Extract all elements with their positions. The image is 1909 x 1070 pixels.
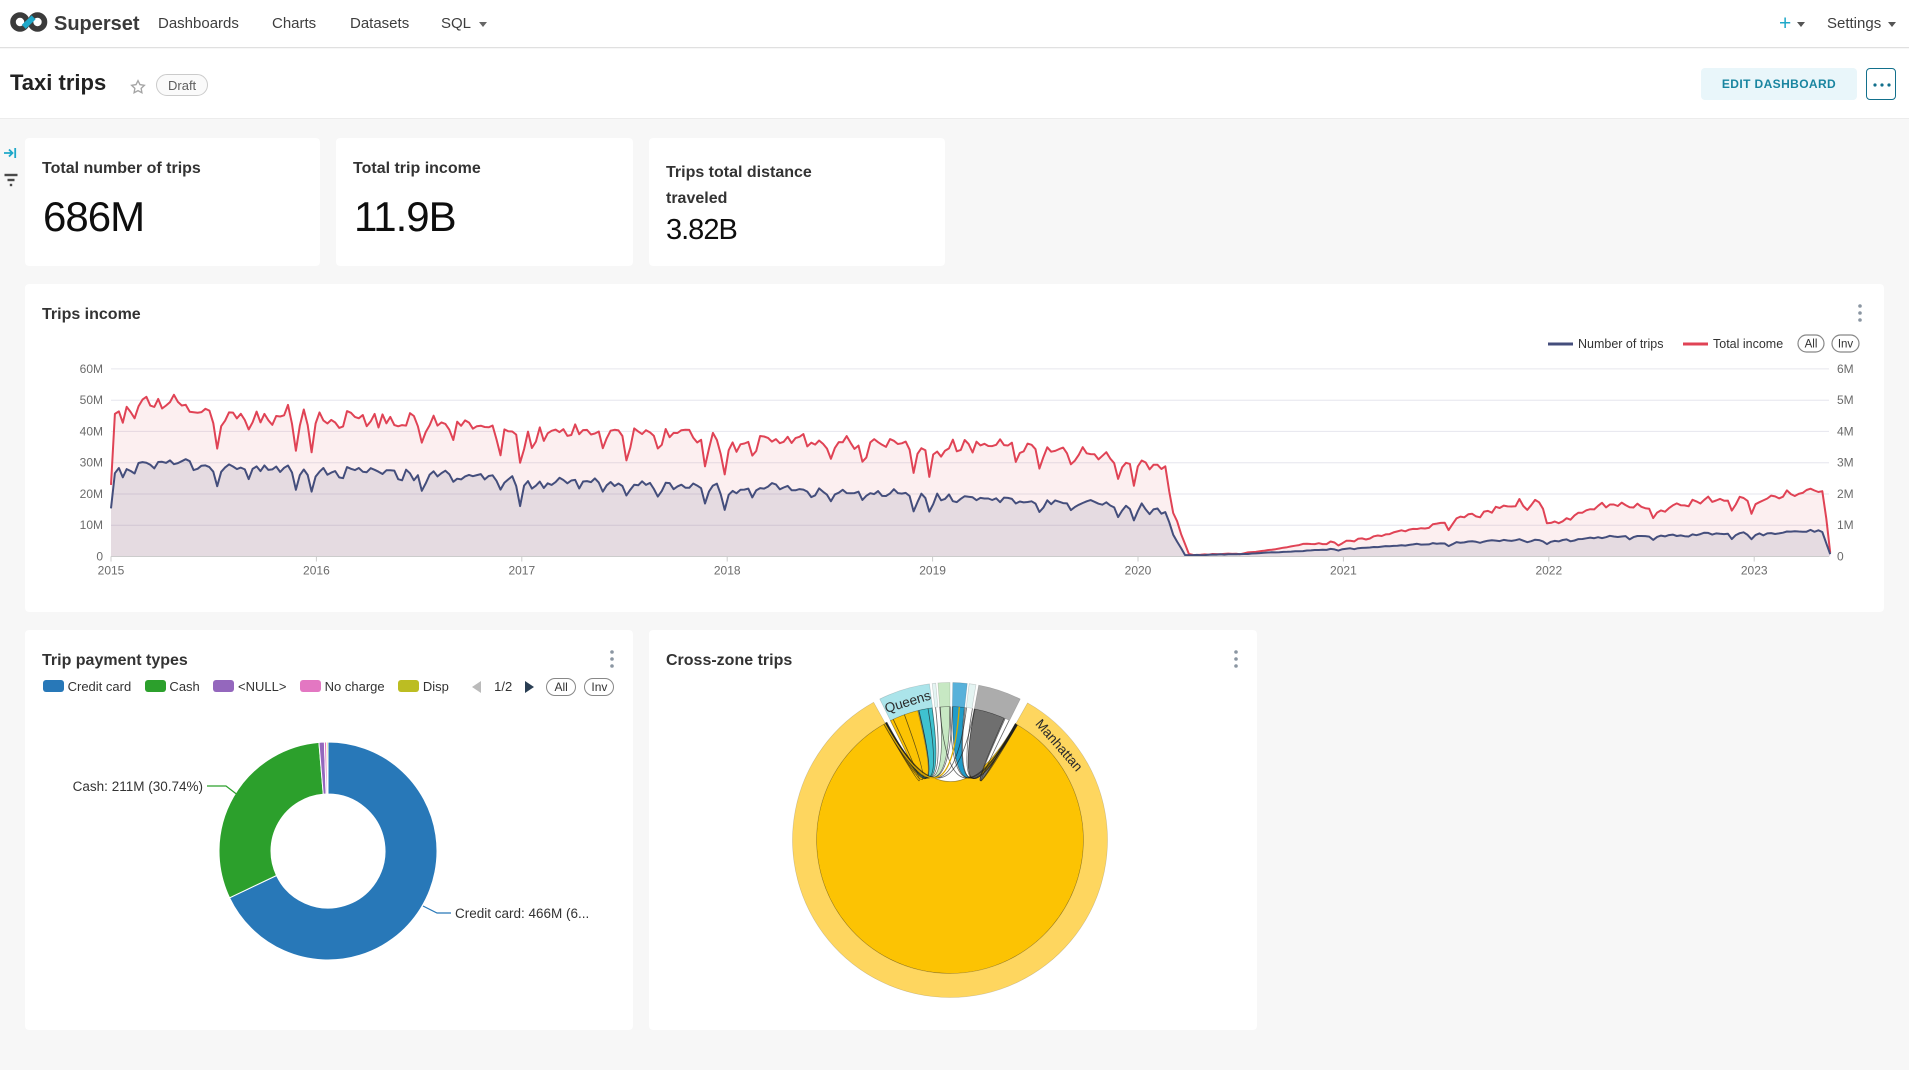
svg-text:30M: 30M [80, 456, 103, 470]
svg-text:2M: 2M [1837, 487, 1854, 501]
svg-text:Cash: 211M (30.74%): Cash: 211M (30.74%) [73, 779, 203, 794]
svg-text:0: 0 [1837, 550, 1844, 564]
svg-text:2017: 2017 [508, 564, 535, 578]
svg-text:1M: 1M [1837, 518, 1854, 532]
svg-text:Total income: Total income [1713, 337, 1783, 351]
svg-text:2020: 2020 [1125, 564, 1152, 578]
svg-text:Number of trips: Number of trips [1578, 337, 1663, 351]
svg-text:2016: 2016 [303, 564, 330, 578]
svg-text:Inv: Inv [1838, 339, 1854, 351]
svg-text:10M: 10M [80, 518, 103, 532]
svg-text:3M: 3M [1837, 456, 1854, 470]
svg-text:2015: 2015 [98, 564, 125, 578]
svg-text:All: All [1805, 339, 1818, 351]
svg-text:2022: 2022 [1535, 564, 1562, 578]
svg-text:0: 0 [96, 550, 103, 564]
svg-text:6M: 6M [1837, 362, 1854, 376]
svg-text:20M: 20M [80, 487, 103, 501]
svg-text:2021: 2021 [1330, 564, 1357, 578]
svg-text:Credit card: 466M (6...: Credit card: 466M (6... [455, 906, 589, 921]
svg-text:2019: 2019 [919, 564, 946, 578]
svg-text:2023: 2023 [1741, 564, 1768, 578]
svg-text:5M: 5M [1837, 393, 1854, 407]
svg-text:2018: 2018 [714, 564, 741, 578]
svg-text:60M: 60M [80, 362, 103, 376]
svg-text:40M: 40M [80, 424, 103, 438]
svg-text:50M: 50M [80, 393, 103, 407]
svg-text:4M: 4M [1837, 424, 1854, 438]
